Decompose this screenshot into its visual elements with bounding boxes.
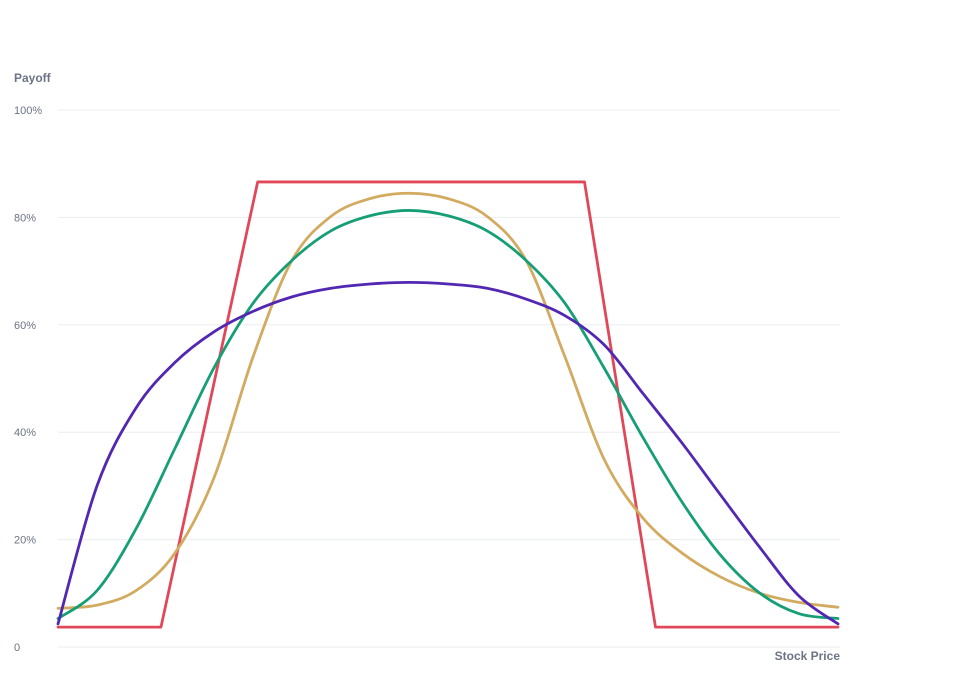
series-line-4 [56, 280, 840, 626]
series-line-2 [56, 191, 840, 610]
x-axis-title: Stock Price [775, 649, 841, 663]
y-axis-title: Payoff [14, 71, 52, 85]
y-tick-label: 40% [14, 427, 36, 439]
y-tick-label: 0 [14, 642, 20, 654]
series-lines [56, 180, 840, 629]
y-tick-label: 100% [14, 105, 42, 117]
y-axis-ticks: 0 20% 40% 60% 80% 100% [14, 105, 42, 654]
y-tick-label: 60% [14, 320, 36, 332]
y-tick-label: 20% [14, 535, 36, 547]
y-tick-label: 80% [14, 212, 36, 224]
series-line-1 [56, 180, 840, 629]
series-line-3 [56, 209, 840, 620]
